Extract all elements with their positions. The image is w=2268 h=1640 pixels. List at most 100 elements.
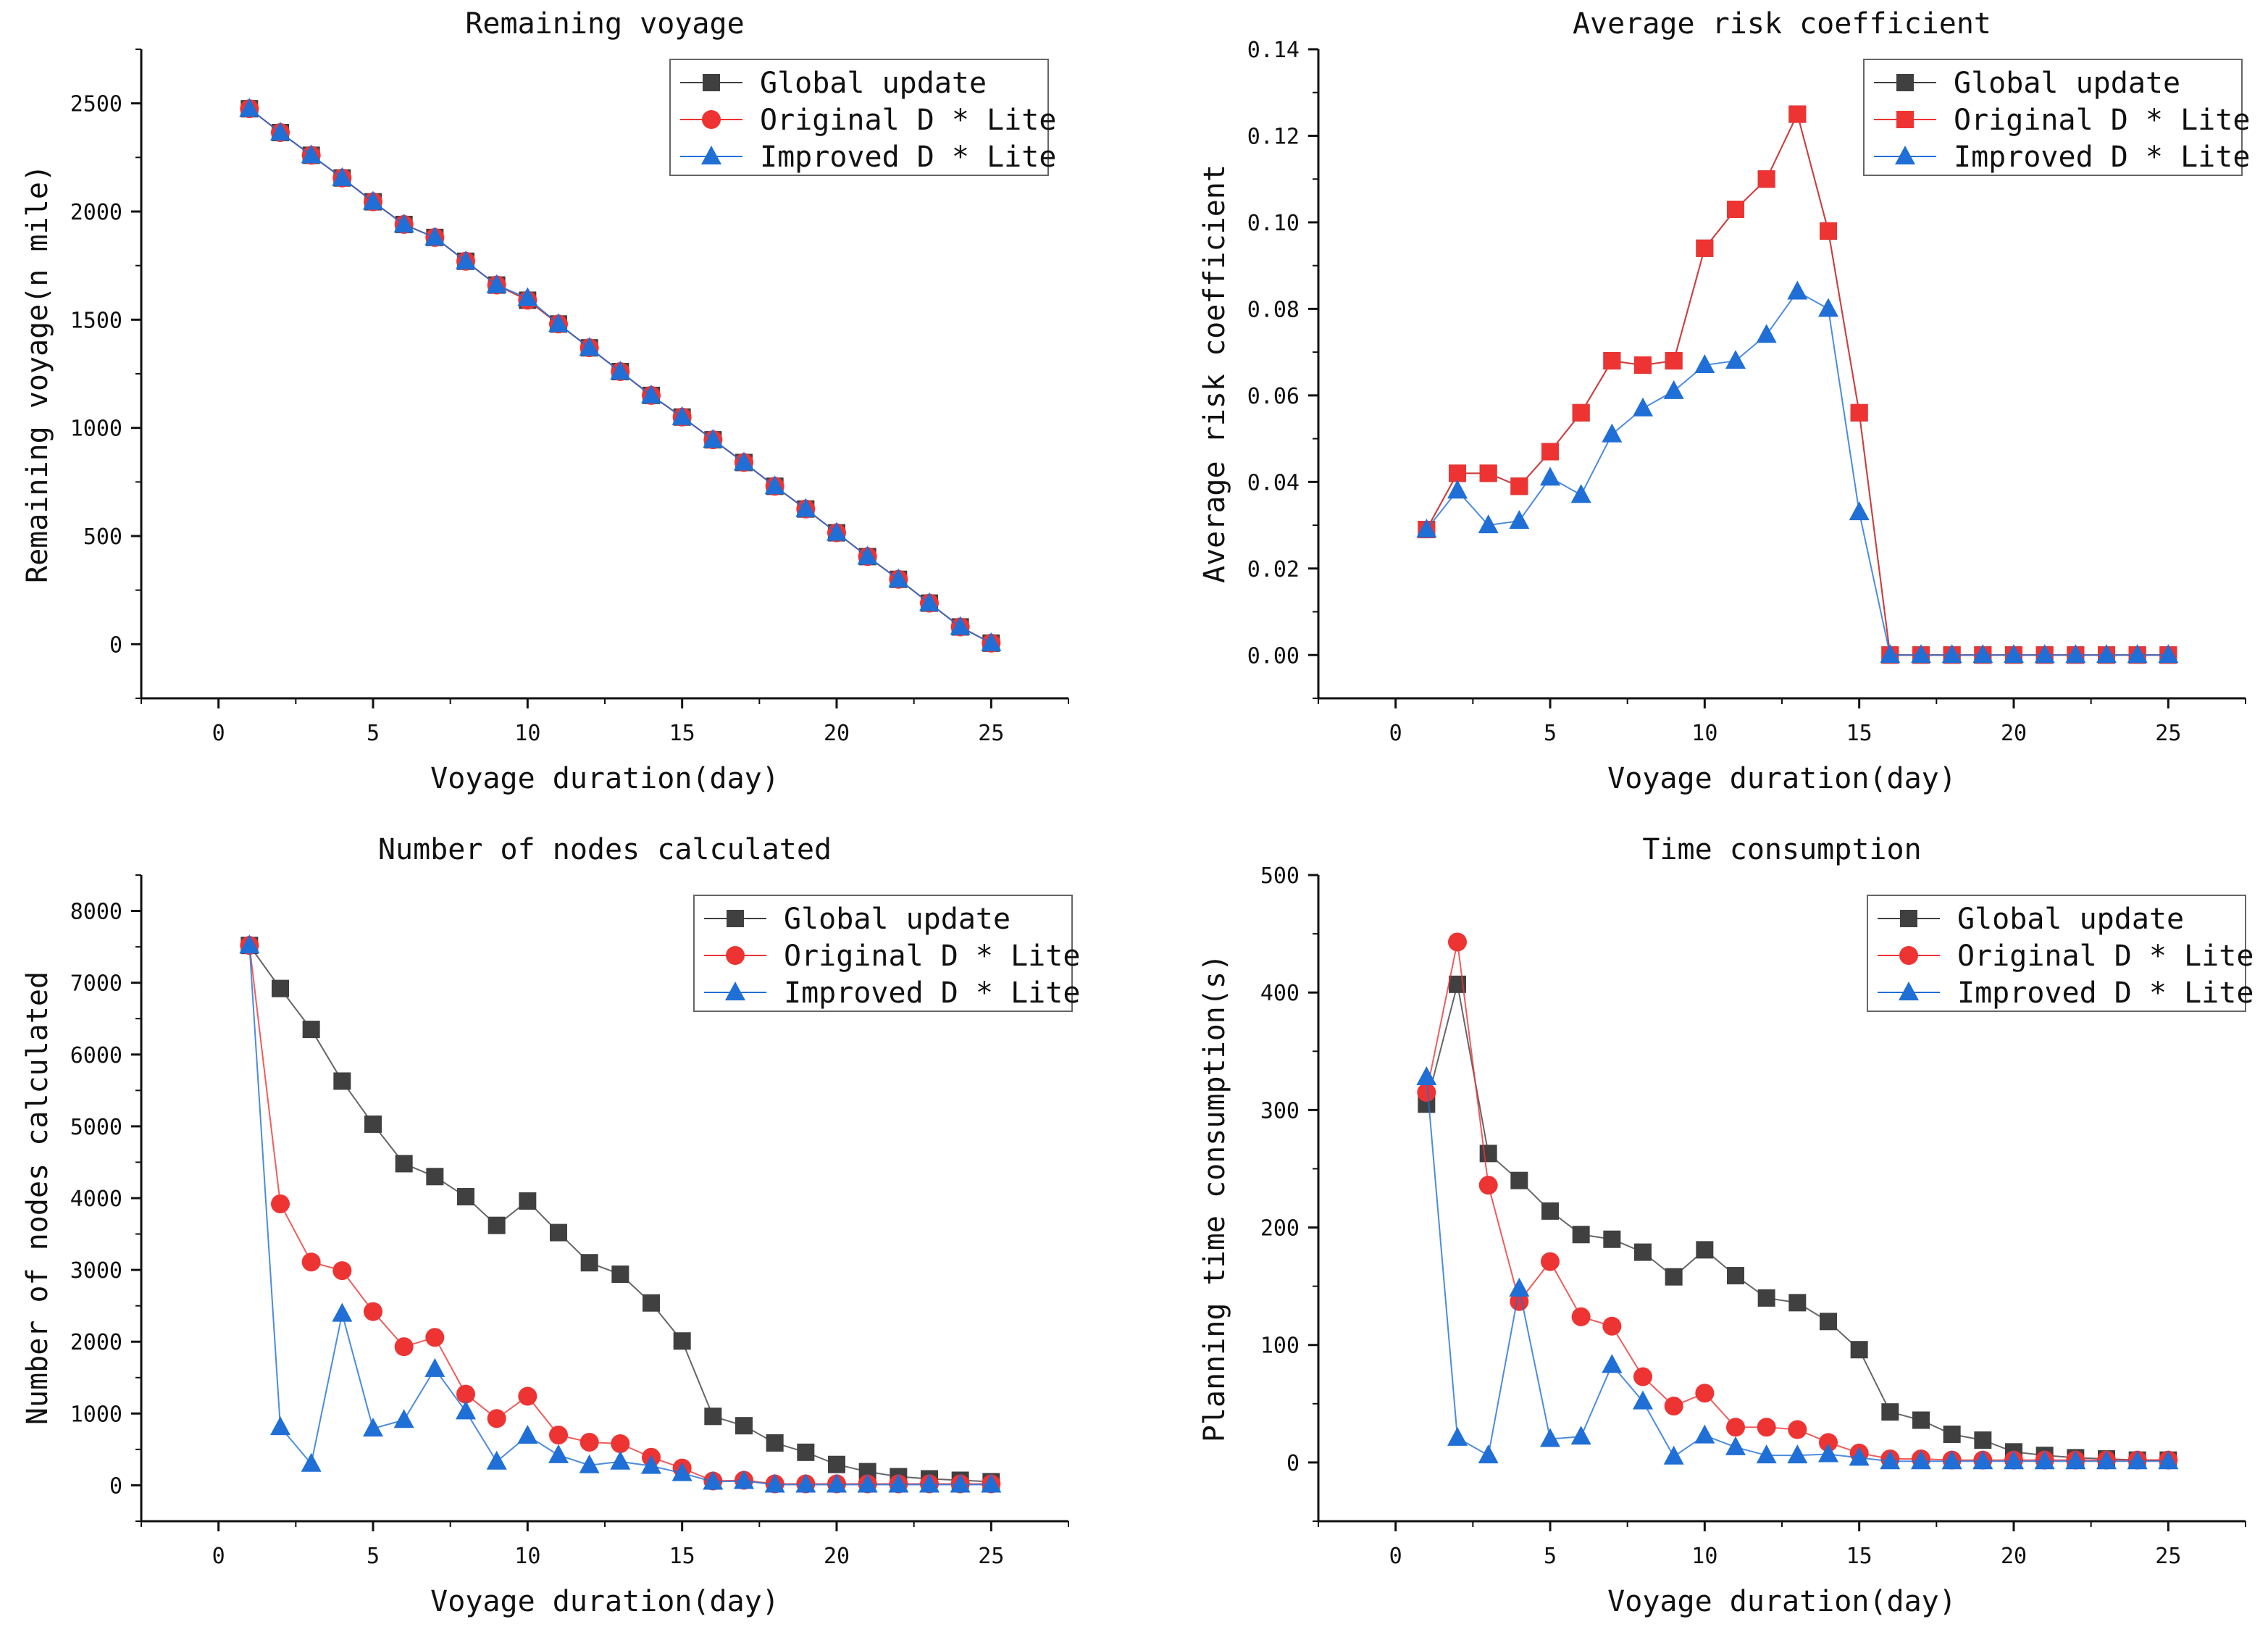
data-point: [1757, 170, 1775, 188]
data-point: [548, 1444, 569, 1463]
data-point: [1850, 403, 1868, 422]
data-point: [1696, 1241, 1714, 1259]
data-point: [671, 406, 692, 425]
data-point: [1756, 324, 1777, 343]
x-tick-label: 20: [824, 1544, 850, 1569]
legend-label: Global update: [784, 903, 1010, 936]
data-point: [363, 191, 383, 210]
series-line: [248, 945, 992, 1486]
data-point: [1416, 1066, 1437, 1085]
data-point: [673, 1332, 691, 1350]
data-point: [1510, 477, 1528, 495]
data-point: [888, 568, 909, 587]
data-point: [1756, 1444, 1777, 1464]
data-point: [549, 1426, 568, 1445]
y-tick-label: 1000: [70, 1402, 122, 1427]
data-point: [1819, 1433, 1838, 1452]
y-axis-label: Remaining voyage(n mile): [21, 164, 54, 583]
data-point: [2034, 1450, 2055, 1470]
y-tick-label: 0: [109, 632, 122, 658]
data-point: [1849, 1447, 1870, 1466]
data-point: [1541, 1252, 1560, 1271]
y-tick-label: 200: [1260, 1216, 1300, 1242]
series-original-d-lite: [240, 936, 1001, 1494]
data-point: [857, 545, 878, 565]
legend-label: Improved D * Lite: [1957, 976, 2254, 1010]
data-point: [580, 1254, 598, 1272]
y-tick-label: 0.02: [1247, 557, 1300, 582]
data-point: [2158, 644, 2179, 664]
y-tick-label: 500: [1260, 863, 1300, 889]
data-point: [1571, 1307, 1591, 1326]
data-point: [424, 1357, 445, 1377]
y-tick-label: 0.08: [1247, 297, 1300, 322]
data-point: [1602, 1316, 1622, 1336]
legend-label: Original D * Lite: [1957, 940, 2254, 973]
y-tick-label: 400: [1260, 981, 1300, 1006]
data-point: [270, 121, 290, 141]
data-point: [1541, 443, 1559, 461]
data-point: [1603, 352, 1621, 370]
y-tick-label: 5000: [70, 1115, 122, 1140]
legend-marker: [1896, 74, 1914, 91]
series-improved-d-lite: [1416, 280, 2179, 664]
data-point: [1448, 932, 1467, 952]
data-point: [1603, 1230, 1621, 1248]
data-point: [610, 361, 631, 380]
data-point: [1727, 1267, 1744, 1285]
data-point: [857, 1473, 878, 1493]
data-point: [734, 451, 754, 471]
data-point: [2034, 644, 2055, 664]
data-point: [766, 1434, 784, 1452]
data-point: [1634, 356, 1652, 375]
data-point: [703, 429, 724, 448]
data-point: [1541, 1202, 1559, 1220]
legend-marker: [702, 110, 721, 129]
data-point: [456, 1384, 475, 1404]
series-line: [1426, 112, 2169, 656]
y-tick-label: 100: [1260, 1334, 1300, 1359]
series-line: [248, 945, 992, 1485]
data-point: [517, 287, 538, 306]
data-point: [272, 979, 289, 997]
x-axis-label: Voyage duration(day): [1607, 1585, 1957, 1618]
data-point: [1696, 239, 1714, 257]
data-point: [795, 498, 816, 517]
data-point: [364, 1302, 382, 1321]
data-point: [1757, 1289, 1775, 1307]
y-tick-label: 0.12: [1247, 124, 1300, 149]
data-point: [1570, 1426, 1591, 1445]
data-point: [641, 384, 661, 403]
data-point: [1787, 280, 1808, 300]
data-point: [488, 1216, 506, 1234]
data-point: [2096, 1450, 2117, 1470]
y-tick-label: 0: [109, 1473, 122, 1499]
data-point: [301, 144, 322, 164]
x-tick-label: 25: [978, 1544, 1004, 1569]
data-point: [1788, 105, 1807, 123]
data-point: [394, 1337, 414, 1357]
series-line: [1426, 112, 2169, 656]
data-point: [393, 1409, 414, 1428]
data-point: [2065, 1450, 2086, 1470]
y-tick-label: 3000: [70, 1258, 122, 1284]
chart-panel-3: Number of nodes calculated 0 5 10 15 20 25 0 100…: [21, 833, 1080, 1618]
chart-title: Number of nodes calculated: [378, 833, 832, 866]
data-point: [1663, 1445, 1684, 1465]
legend-label: Original D * Lite: [1954, 104, 2250, 137]
x-tick-label: 10: [1691, 1544, 1717, 1569]
data-point: [456, 1400, 476, 1420]
legend-label: Global update: [760, 67, 987, 100]
data-point: [1417, 1083, 1436, 1103]
x-tick-label: 15: [1846, 721, 1872, 746]
x-tick-label: 5: [1544, 721, 1557, 746]
data-point: [457, 1188, 474, 1206]
data-point: [579, 1454, 600, 1473]
data-point: [919, 592, 940, 611]
data-point: [1478, 1444, 1499, 1464]
series-global-update: [1418, 105, 2177, 664]
data-point: [1479, 1145, 1497, 1163]
y-tick-label: 0.14: [1247, 38, 1300, 63]
y-tick-label: 1500: [70, 308, 122, 333]
data-point: [486, 1450, 507, 1470]
